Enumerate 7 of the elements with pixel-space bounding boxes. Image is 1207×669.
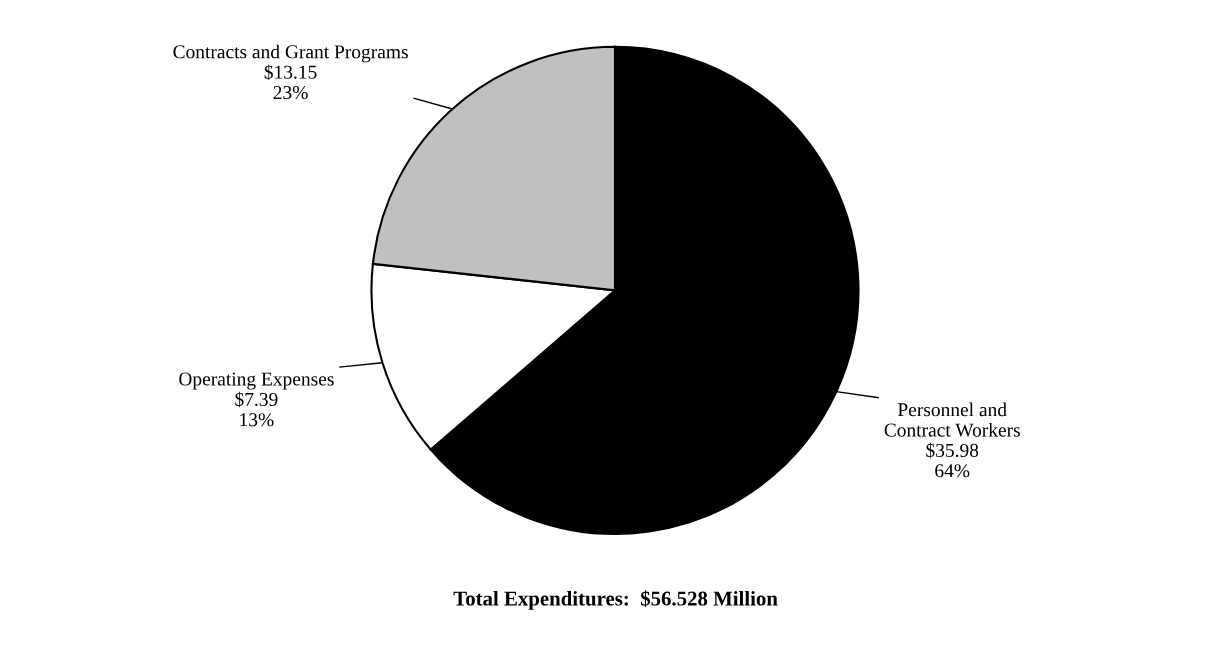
slice-label: Personnel and Contract Workers <box>884 402 1020 437</box>
text: Total Expenditures: $56.528 Million <box>453 590 778 610</box>
data-label: $13.15 23% <box>264 64 317 100</box>
slice-label: Operating Expenses <box>179 372 334 390</box>
data-label: $7.39 13% <box>235 391 278 427</box>
slice-label: Contracts and Grant Programs <box>173 44 408 63</box>
data-label: $35.98 64% <box>926 442 979 478</box>
